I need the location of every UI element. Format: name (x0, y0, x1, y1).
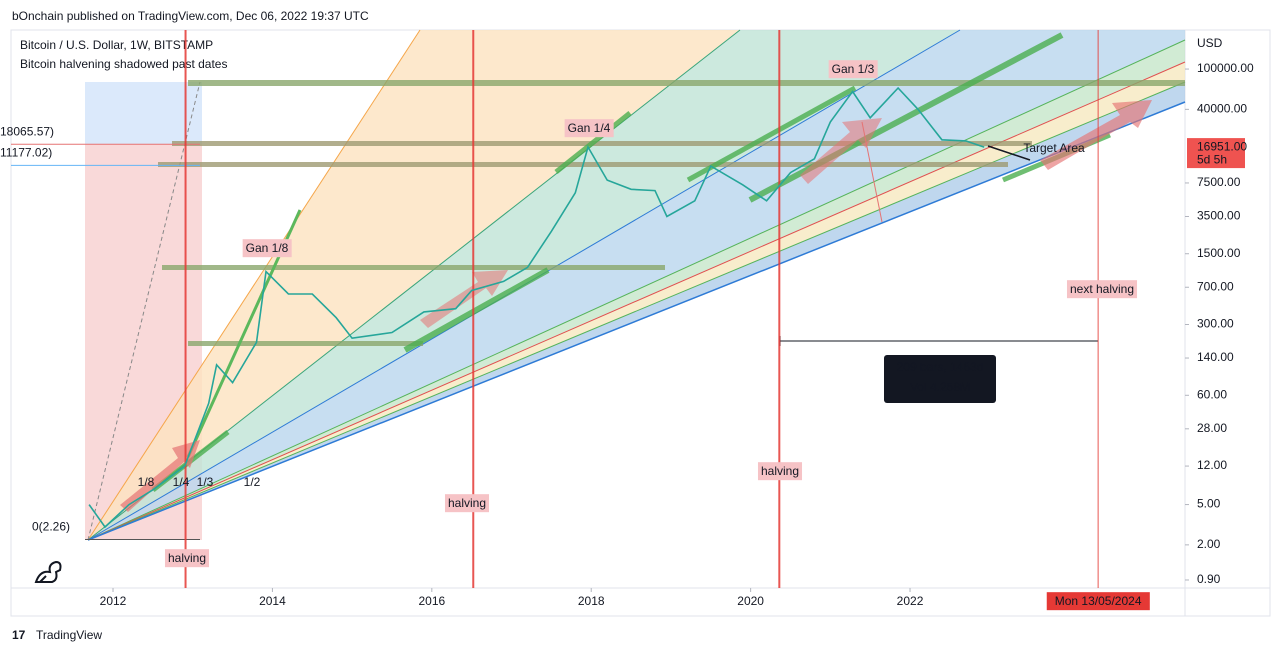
dashed-line (87, 81, 201, 541)
label-box (242, 239, 292, 258)
y-tick-label: 5.00 (1197, 497, 1221, 511)
x-tick-label: 2012 (100, 594, 127, 608)
logo-icon (34, 560, 62, 583)
annotation: halving (168, 551, 206, 565)
annotation: Gan 1/4 (568, 121, 611, 135)
label-box (164, 549, 210, 568)
fan-band (88, 30, 1185, 540)
x-tick-label: 2014 (259, 594, 286, 608)
fan-line (87, 29, 421, 541)
level-label: 0(2.26) (32, 520, 70, 534)
annotation: Vol 4.258M (910, 380, 970, 394)
y-tick-label: 0.90 (1197, 572, 1221, 586)
chart-title: Bitcoin / U.S. Dollar, 1W, BITSTAMP (20, 38, 213, 52)
chart-subtitle: Bitcoin halvening shadowed past dates (20, 57, 227, 71)
overlays: 17 (12, 29, 1186, 642)
arrow (1040, 100, 1152, 170)
fan-line (87, 39, 1186, 541)
label-box (564, 119, 614, 138)
level-label: (11177.02) (0, 146, 52, 160)
y-tick-label: 300.00 (1197, 317, 1234, 331)
price-line (88, 86, 985, 529)
footer-brand: TradingView (36, 628, 102, 642)
arrow-line (987, 145, 1031, 161)
level-bar (188, 341, 423, 346)
x-tick-label: 2016 (418, 594, 445, 608)
y-tick-label: 60.00 (1197, 387, 1227, 401)
arrow (120, 440, 200, 512)
annotation: halving (448, 496, 486, 510)
annotation: 1/2 (244, 475, 261, 489)
level-bar (172, 141, 1032, 146)
annotation: Target Area (1023, 141, 1085, 155)
price-tag-label: 16951.00 (1197, 139, 1247, 153)
fan-line (87, 81, 1186, 541)
annotation: 1/3 (197, 475, 214, 489)
publish-header: bOnchain published on TradingView.com, D… (12, 9, 369, 23)
x-tick-label: 2022 (897, 594, 924, 608)
y-tick-label: 3500.00 (1197, 209, 1241, 223)
level-label: (18065.57) (0, 124, 54, 138)
y-tick-label: 40000.00 (1197, 102, 1247, 116)
annotation: 209 bars, 1463d (897, 360, 984, 374)
y-tick-label: 2.00 (1197, 537, 1221, 551)
date-label: Mon 13/05/2024 (1055, 594, 1142, 608)
level-bar (188, 80, 1185, 86)
y-tick-label: 12.00 (1197, 458, 1227, 472)
price-tag-countdown: 5d 5h (1197, 152, 1227, 166)
label-box (1066, 280, 1138, 299)
annotation: Gan 1/3 (832, 62, 875, 76)
y-tick-label: 100000.00 (1197, 61, 1254, 75)
annotation: Gan 1/8 (246, 241, 289, 255)
label-box (757, 462, 803, 481)
y-axis-label: USD (1197, 36, 1223, 50)
x-tick-label: 2018 (578, 594, 605, 608)
price-tag (1187, 138, 1245, 169)
fan-line (87, 101, 1186, 541)
annotation: 1/8 (138, 475, 155, 489)
annotation: 1/4 (173, 475, 190, 489)
logo-mark: 17 (12, 628, 26, 642)
y-tick-label: 140.00 (1197, 350, 1234, 364)
level-bar (162, 265, 665, 270)
arrow (800, 118, 882, 184)
shadow-zone (85, 82, 202, 144)
x-tick-label: 2020 (737, 594, 764, 608)
y-tick-label: 1500.00 (1197, 246, 1241, 260)
y-tick-label: 700.00 (1197, 279, 1234, 293)
annotation: halving (761, 464, 799, 478)
label-box (828, 60, 878, 79)
measure-box (884, 355, 996, 403)
y-tick-label: 28.00 (1197, 421, 1227, 435)
trend-line (748, 32, 1064, 203)
y-tick-label: 7500.00 (1197, 175, 1241, 189)
arrow-line (861, 121, 883, 223)
trend-line (403, 267, 550, 353)
annotation: next halving (1070, 282, 1134, 296)
label-box (1046, 592, 1150, 611)
trend-line (554, 111, 632, 174)
trend-line (686, 85, 857, 183)
label-box (444, 494, 490, 513)
